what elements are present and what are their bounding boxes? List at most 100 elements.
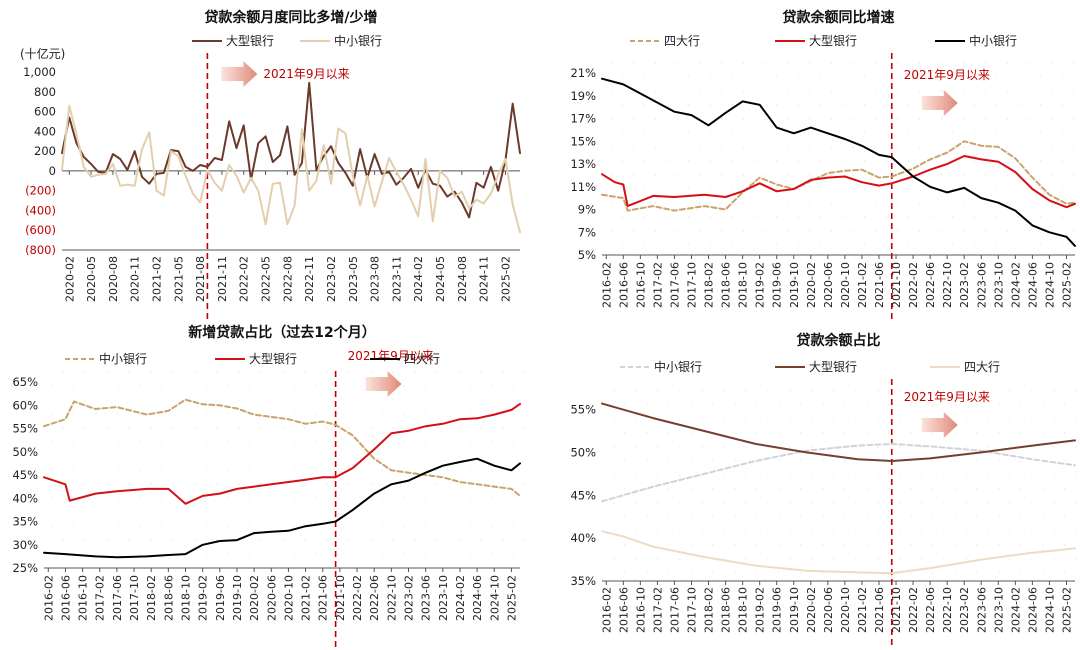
bg-dot: [984, 118, 987, 120]
bg-dot: [731, 132, 734, 134]
bg-dot: [84, 483, 86, 485]
bg-dot: [1028, 90, 1031, 92]
bg-dot: [943, 530, 945, 532]
bg-dot: [921, 446, 923, 448]
bg-dot: [830, 118, 833, 120]
bg-dot: [899, 502, 901, 504]
bg-dot: [976, 432, 978, 434]
bg-dot: [1039, 160, 1042, 162]
bg-dot: [238, 511, 240, 513]
x-tick-label: 2018-02: [145, 575, 158, 621]
bg-dot: [778, 460, 780, 462]
bg-dot: [1064, 488, 1066, 490]
bg-dot: [973, 76, 976, 78]
x-tick-label: 2021-10: [334, 575, 347, 621]
bg-dot: [995, 76, 998, 78]
bg-dot: [610, 174, 613, 176]
bg-dot: [932, 432, 934, 434]
bg-dot: [1009, 446, 1011, 448]
bg-dot: [1020, 572, 1022, 574]
bg-dot: [1020, 544, 1022, 546]
x-tick-label: 2023-06: [975, 262, 988, 308]
bg-dot: [646, 572, 648, 574]
bg-dot: [731, 160, 734, 162]
bg-dot: [513, 413, 515, 415]
bg-dot: [797, 104, 800, 106]
bg-dot: [282, 371, 284, 373]
background-dots: [613, 390, 1077, 574]
bg-dot: [932, 572, 934, 574]
bg-dot: [998, 544, 1000, 546]
bg-dot: [767, 502, 769, 504]
bg-dot: [414, 455, 416, 457]
annotation-label: 2021年9月以来: [904, 390, 990, 404]
bg-dot: [194, 511, 196, 513]
bg-dot: [951, 244, 954, 246]
bg-dot: [425, 525, 427, 527]
bg-dot: [1072, 146, 1075, 148]
bg-dot: [1020, 432, 1022, 434]
bg-dot: [392, 399, 394, 401]
x-tick-label: 2021-06: [873, 587, 886, 633]
bg-dot: [106, 399, 108, 401]
legend-label: 四大行: [404, 352, 440, 366]
x-tick-label: 2023-11: [390, 256, 403, 302]
bg-dot: [646, 432, 648, 434]
bg-dot: [907, 104, 910, 106]
bg-dot: [1061, 216, 1064, 218]
bg-dot: [502, 511, 504, 513]
bg-dot: [789, 530, 791, 532]
bg-dot: [844, 404, 846, 406]
bg-dot: [1053, 446, 1055, 448]
bg-dot: [877, 474, 879, 476]
bg-dot: [1072, 230, 1075, 232]
bg-dot: [172, 539, 174, 541]
bg-dot: [95, 469, 97, 471]
bg-dot: [1006, 62, 1009, 64]
bg-dot: [1075, 558, 1077, 560]
y-tick-label: 0: [49, 164, 56, 178]
bg-dot: [877, 502, 879, 504]
bg-dot: [844, 488, 846, 490]
bg-dot: [315, 441, 317, 443]
bg-dot: [271, 553, 273, 555]
bg-dot: [1028, 62, 1031, 64]
bg-dot: [676, 62, 679, 64]
bg-dot: [635, 390, 637, 392]
bg-dot: [899, 474, 901, 476]
bg-dot: [797, 244, 800, 246]
bg-dot: [676, 230, 679, 232]
bg-dot: [337, 469, 339, 471]
bg-dot: [613, 390, 615, 392]
x-tick-label: 2023-10: [437, 575, 450, 621]
bg-dot: [293, 497, 295, 499]
bg-dot: [965, 474, 967, 476]
bg-dot: [1061, 160, 1064, 162]
bg-dot: [943, 502, 945, 504]
bg-dot: [1006, 118, 1009, 120]
bg-dot: [513, 497, 515, 499]
chart-new-loan-share: 新增贷款占比（过去12个月） 65% 60% 55% 50% 45% 40% 35% 30% 25…: [12, 324, 526, 648]
bg-dot: [863, 244, 866, 246]
bg-dot: [698, 146, 701, 148]
bg-dot: [910, 488, 912, 490]
bg-dot: [866, 404, 868, 406]
bg-dot: [425, 469, 427, 471]
bg-dot: [1042, 488, 1044, 490]
bg-dot: [943, 558, 945, 560]
bg-dot: [458, 539, 460, 541]
bg-dot: [720, 118, 723, 120]
bg-dot: [701, 390, 703, 392]
bg-dot: [764, 118, 767, 120]
bg-dot: [951, 188, 954, 190]
bg-dot: [447, 553, 449, 555]
bg-dot: [513, 553, 515, 555]
bg-dot: [613, 446, 615, 448]
bg-dot: [1050, 146, 1053, 148]
bg-dot: [436, 511, 438, 513]
bg-dot: [183, 385, 185, 387]
bg-dot: [888, 544, 890, 546]
bg-dot: [62, 455, 64, 457]
bg-dot: [701, 446, 703, 448]
bg-dot: [665, 244, 668, 246]
